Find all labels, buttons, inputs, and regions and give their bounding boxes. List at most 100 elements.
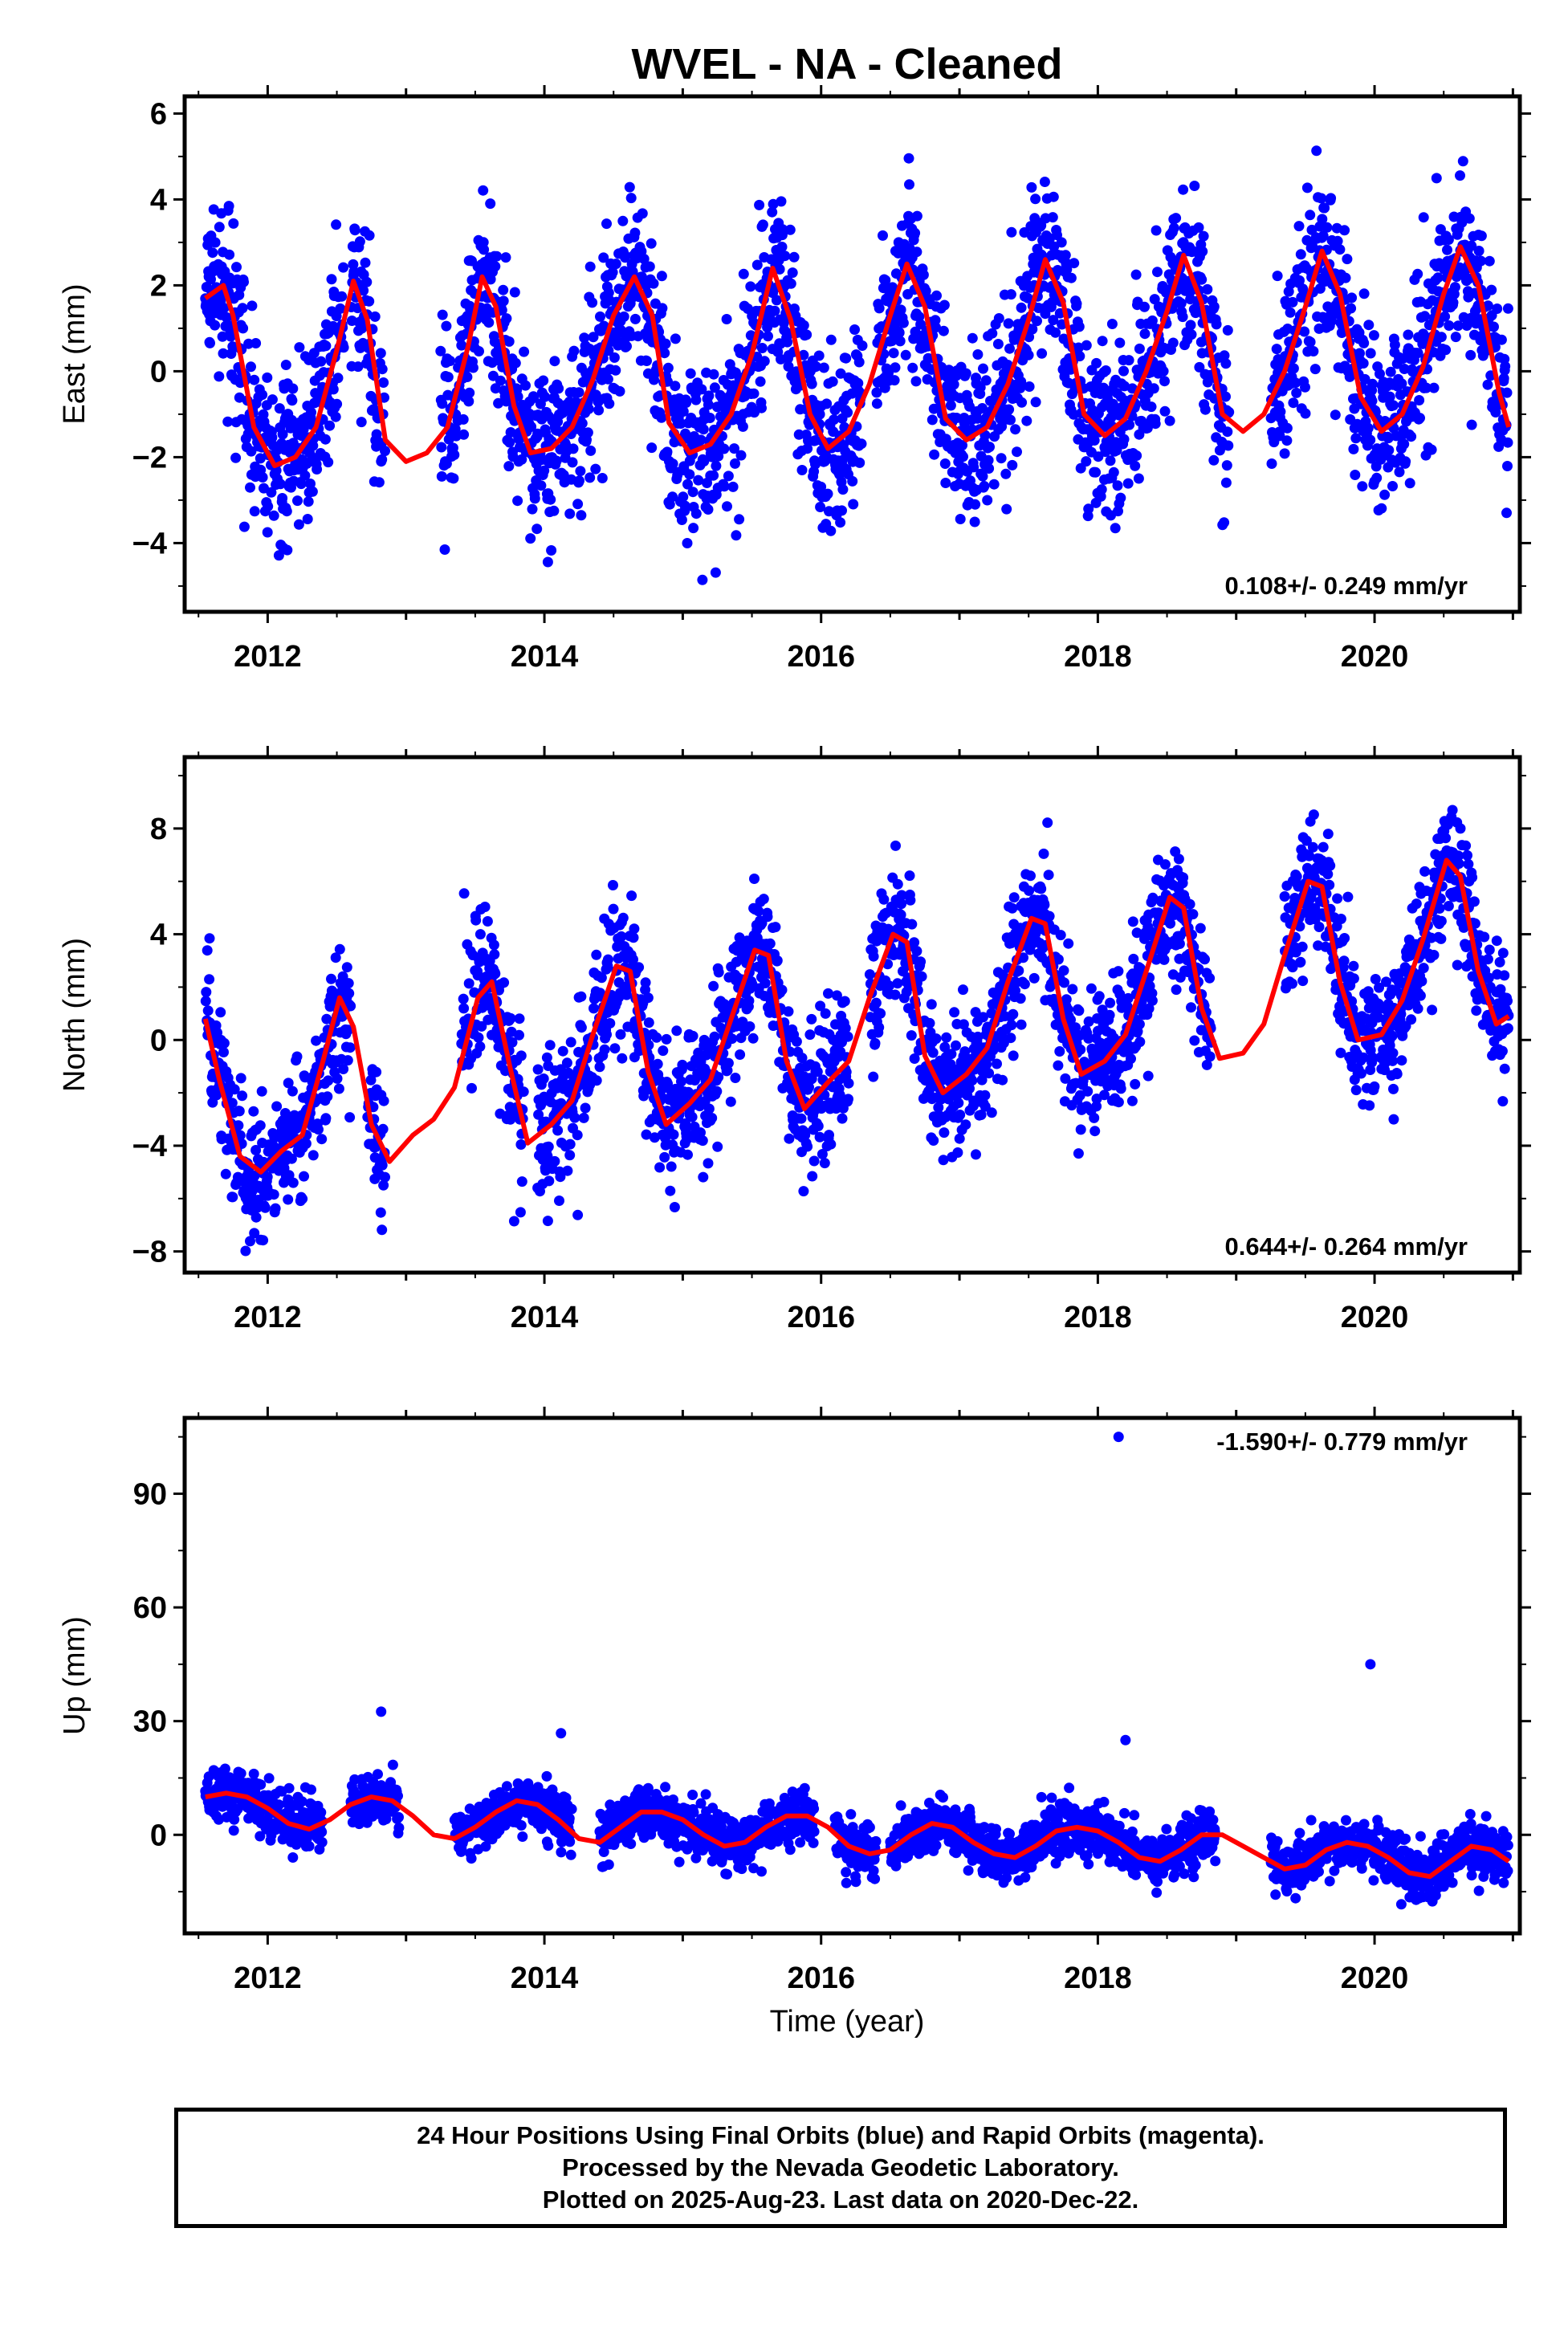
data-point <box>889 375 900 386</box>
data-point <box>1150 418 1161 430</box>
data-point <box>1399 364 1410 374</box>
data-point <box>249 374 260 385</box>
y-tick-label: −2 <box>132 441 167 475</box>
data-point <box>1142 1070 1154 1081</box>
data-point <box>1431 173 1442 184</box>
data-point <box>967 332 978 344</box>
data-point <box>1502 437 1513 448</box>
data-point <box>458 888 470 899</box>
data-point <box>436 470 447 482</box>
data-point <box>904 870 915 882</box>
data-point <box>874 303 885 314</box>
data-point <box>972 1031 984 1042</box>
data-point <box>338 262 349 273</box>
data-point <box>1432 272 1444 283</box>
data-point <box>1174 939 1185 949</box>
data-point <box>628 932 639 943</box>
data-point <box>896 890 907 901</box>
data-point <box>678 491 689 503</box>
data-point <box>551 455 562 466</box>
data-point <box>344 988 355 999</box>
data-point <box>657 303 668 314</box>
data-point <box>723 470 734 482</box>
data-point <box>992 339 1004 349</box>
data-point <box>783 360 794 372</box>
data-point <box>757 219 768 230</box>
data-point <box>377 364 388 375</box>
data-point <box>1063 938 1074 949</box>
data-point <box>439 544 450 555</box>
data-point <box>938 325 949 336</box>
data-point <box>1016 1019 1027 1030</box>
data-point <box>249 1228 260 1239</box>
data-point <box>970 499 981 510</box>
data-point <box>458 993 469 1004</box>
data-point <box>604 398 615 409</box>
data-point <box>939 458 951 469</box>
data-point <box>474 346 484 356</box>
data-point <box>1004 343 1015 354</box>
data-point <box>1322 222 1333 233</box>
data-point <box>245 1236 255 1247</box>
data-point <box>311 1035 322 1046</box>
data-point <box>375 1207 386 1218</box>
data-point <box>871 387 882 398</box>
data-point <box>729 443 739 454</box>
data-point <box>610 365 621 376</box>
data-point <box>371 1066 382 1077</box>
data-point <box>946 1049 957 1060</box>
data-point <box>821 398 833 409</box>
data-point <box>568 345 580 356</box>
data-point <box>1019 979 1030 990</box>
data-point <box>518 1086 529 1098</box>
data-point <box>629 923 640 935</box>
data-point <box>642 992 654 1004</box>
data-point <box>751 259 763 271</box>
data-point <box>525 533 536 544</box>
data-point <box>703 504 714 515</box>
data-point <box>939 1041 951 1053</box>
data-point <box>1130 269 1142 280</box>
data-point <box>875 1008 886 1019</box>
data-point <box>652 1058 663 1069</box>
data-point <box>1012 446 1022 458</box>
data-point <box>1007 459 1018 470</box>
data-point <box>1071 298 1082 309</box>
data-point <box>1091 1101 1102 1112</box>
data-point <box>868 951 879 962</box>
data-point <box>572 499 584 510</box>
data-point <box>271 1101 283 1112</box>
data-point <box>1195 923 1206 934</box>
data-point <box>737 421 748 432</box>
data-point <box>591 1075 602 1086</box>
data-point <box>289 1110 300 1121</box>
data-point <box>992 1058 1002 1069</box>
data-point <box>1466 240 1477 251</box>
data-point <box>360 257 371 268</box>
data-point <box>1362 422 1374 434</box>
data-point <box>259 1202 271 1213</box>
data-point <box>343 978 354 989</box>
data-point <box>1139 328 1151 340</box>
data-point <box>1196 274 1208 285</box>
data-point <box>602 373 613 385</box>
data-point <box>246 361 256 373</box>
data-point <box>235 1073 246 1084</box>
data-point <box>1379 489 1391 500</box>
data-point <box>478 237 489 248</box>
data-point <box>1502 303 1513 314</box>
data-point <box>933 1102 944 1113</box>
data-point <box>1130 1078 1141 1090</box>
data-point <box>924 1017 935 1029</box>
data-point <box>1061 994 1072 1005</box>
data-point <box>1299 326 1310 337</box>
data-point <box>221 312 232 323</box>
data-point <box>283 1194 294 1205</box>
data-point <box>938 1155 949 1166</box>
data-point <box>331 219 342 230</box>
data-point <box>1090 466 1102 478</box>
data-point <box>730 1073 741 1083</box>
data-point <box>1281 422 1293 434</box>
y-tick-label: 4 <box>150 183 167 217</box>
data-point <box>941 1032 952 1043</box>
